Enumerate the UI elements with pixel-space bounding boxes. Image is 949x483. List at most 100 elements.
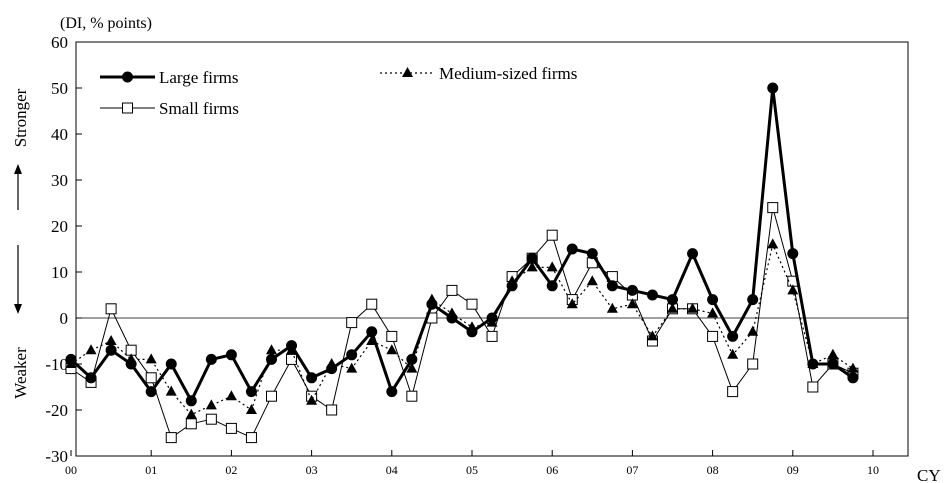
data-point-medium-sized-firms (205, 399, 217, 410)
x-tick-label: 09 (787, 463, 799, 477)
data-point-medium-sized-firms (386, 344, 398, 355)
data-point-large-firms (145, 386, 157, 398)
data-point-small-firms (165, 432, 177, 444)
data-point-medium-sized-firms (646, 330, 658, 341)
data-point-small-firms (346, 317, 358, 329)
arrow-down-icon (14, 245, 22, 314)
data-point-medium-sized-firms (105, 335, 117, 345)
x-tick-label: 06 (546, 463, 558, 477)
data-point-large-firms (526, 252, 538, 264)
x-tick-label: 00 (65, 463, 77, 477)
data-point-large-firms (386, 386, 398, 398)
data-point-medium-sized-firms (225, 390, 237, 401)
data-point-large-firms (847, 372, 859, 384)
series-line-small-firms (70, 207, 854, 439)
series-medium-sized-firms (65, 238, 859, 419)
x-axis-label: CY (917, 466, 941, 483)
data-point-large-firms (225, 349, 237, 361)
y-tick-label: 50 (51, 79, 68, 98)
data-point-large-firms (546, 280, 558, 292)
legend-label: Large firms (159, 68, 238, 87)
data-point-large-firms (566, 243, 578, 255)
data-point-medium-sized-firms (145, 353, 157, 364)
legend-item-small-firms: Small firms (100, 99, 239, 118)
data-point-small-firms (486, 330, 498, 342)
data-point-medium-sized-firms (707, 307, 719, 318)
data-point-small-firms (326, 404, 338, 416)
plot-area: -30 -20 -10 0 10 20 30 40 50 60 00 01 02 03 04 05 06 07 08… (45, 33, 909, 477)
data-point-medium-sized-firms (747, 325, 759, 336)
x-tick-label: 08 (707, 463, 719, 477)
y-axis-label-weaker: Weaker (11, 347, 30, 399)
data-point-large-firms (406, 353, 418, 365)
legend-label: Medium-sized firms (439, 64, 577, 83)
data-point-large-firms (286, 340, 298, 352)
legend-marker-medium-sized-firms (402, 67, 413, 77)
series-line-large-firms (69, 86, 854, 403)
y-tick-label: 30 (51, 171, 68, 190)
data-point-small-firms (286, 353, 298, 365)
legend-marker-large-firms (122, 71, 133, 83)
y-tick-label: -10 (45, 355, 68, 374)
legend-marker-small-firms (122, 102, 133, 114)
y-tick-label: -30 (45, 447, 68, 466)
data-point-large-firms (346, 349, 358, 361)
y-tick-label: 10 (51, 263, 68, 282)
data-point-large-firms (707, 294, 719, 306)
x-tick-label: 05 (466, 463, 478, 477)
data-point-medium-sized-firms (346, 362, 358, 373)
data-point-medium-sized-firms (667, 302, 678, 313)
data-point-medium-sized-firms (546, 261, 558, 272)
data-point-medium-sized-firms (626, 298, 638, 309)
data-point-small-firms (747, 358, 759, 370)
data-point-medium-sized-firms (687, 302, 699, 313)
data-point-medium-sized-firms (767, 238, 779, 249)
data-point-large-firms (446, 312, 458, 324)
data-point-large-firms (185, 395, 197, 407)
data-point-large-firms (65, 353, 77, 365)
data-point-large-firms (85, 372, 97, 384)
data-point-small-firms (386, 330, 398, 342)
data-point-medium-sized-firms (165, 385, 177, 396)
data-point-small-firms (266, 390, 277, 402)
data-point-medium-sized-firms (406, 362, 418, 373)
legend-label: Small firms (159, 99, 239, 118)
data-point-medium-sized-firms (266, 344, 277, 355)
data-point-small-firms (245, 432, 257, 444)
data-point-small-firms (406, 390, 418, 402)
data-point-medium-sized-firms (586, 275, 598, 286)
y-tick-label: 40 (51, 125, 68, 144)
data-point-large-firms (606, 280, 618, 292)
legend-item-large-firms: Large firms (100, 68, 238, 87)
x-tick-label: 07 (626, 463, 638, 477)
legend: Large firms Medium-sized firms Small firms (100, 64, 577, 118)
y-tick-label: 60 (51, 33, 68, 52)
y-axis-label-stronger: Stronger (11, 88, 30, 147)
plot-frame (75, 41, 909, 457)
data-point-small-firms (205, 413, 217, 425)
data-point-small-firms (145, 372, 157, 384)
x-tick-label: 02 (225, 463, 237, 477)
data-point-medium-sized-firms (245, 404, 257, 414)
data-point-large-firms (326, 363, 338, 375)
data-point-large-firms (105, 344, 117, 356)
data-point-large-firms (827, 358, 839, 370)
data-point-large-firms (486, 312, 498, 324)
y-tick-label: 20 (51, 217, 68, 236)
data-point-large-firms (426, 298, 438, 310)
data-point-medium-sized-firms (847, 362, 859, 373)
data-point-large-firms (807, 358, 819, 370)
data-point-medium-sized-firms (606, 302, 618, 313)
x-tick-label: 03 (306, 463, 318, 477)
data-point-small-firms (707, 330, 719, 342)
data-point-small-firms (185, 418, 197, 430)
series-large-firms (65, 82, 859, 407)
data-point-small-firms (807, 381, 819, 393)
data-point-small-firms (466, 298, 478, 310)
data-point-medium-sized-firms (827, 348, 839, 359)
y-tick-label: -20 (45, 401, 68, 420)
data-point-large-firms (747, 294, 759, 306)
x-tick-label: 10 (867, 463, 879, 477)
data-point-small-firms (446, 284, 458, 296)
